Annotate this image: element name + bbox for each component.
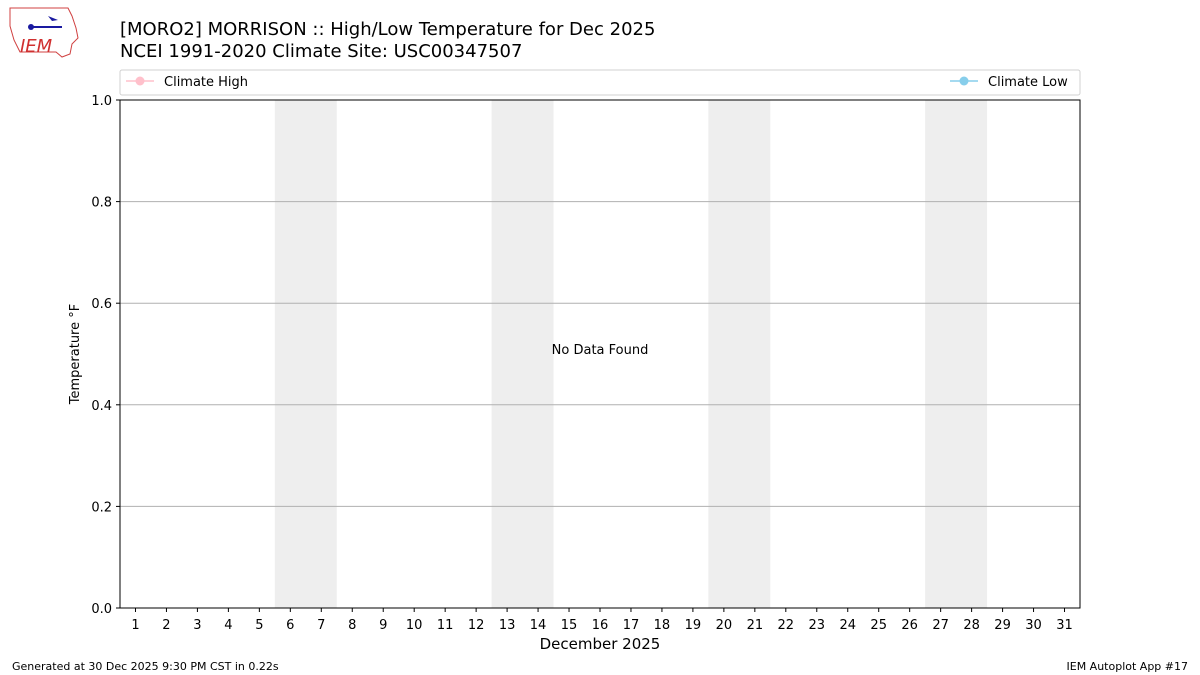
- logo-text: IEM: [20, 36, 53, 57]
- y-tick-label: 1.0: [91, 94, 112, 109]
- x-tick-label: 26: [901, 618, 918, 633]
- x-tick-label: 12: [468, 618, 485, 633]
- weekend-band: [925, 100, 988, 608]
- weekend-band: [708, 100, 771, 608]
- y-tick-label: 0.6: [91, 297, 112, 312]
- x-tick-label: 27: [932, 618, 949, 633]
- x-tick-label: 6: [286, 618, 294, 633]
- logo-outline: [9, 7, 79, 58]
- x-tick-label: 17: [623, 618, 640, 633]
- x-tick-label: 13: [499, 618, 516, 633]
- legend-box: [119, 69, 1081, 96]
- legend-label: Climate High: [164, 75, 248, 90]
- x-tick-label: 5: [255, 618, 263, 633]
- x-tick-label: 11: [437, 618, 454, 633]
- x-tick-label: 18: [654, 618, 671, 633]
- legend-swatch: [959, 76, 969, 86]
- x-tick-label: 15: [561, 618, 578, 633]
- x-tick-label: 25: [870, 618, 887, 633]
- x-tick-label: 20: [716, 618, 733, 633]
- x-axis-label: December 2025: [540, 635, 661, 653]
- x-tick-label: 29: [994, 618, 1011, 633]
- x-tick-label: 9: [379, 618, 387, 633]
- x-tick-label: 28: [963, 618, 980, 633]
- legend-label: Climate Low: [988, 75, 1068, 90]
- x-tick-label: 21: [747, 618, 764, 633]
- annotation: No Data Found: [552, 343, 649, 358]
- y-tick-label: 0.2: [91, 500, 112, 515]
- logo-icon: [28, 24, 34, 30]
- x-tick-label: 1: [131, 618, 139, 633]
- x-tick-label: 4: [224, 618, 232, 633]
- x-tick-label: 24: [839, 618, 856, 633]
- x-tick-label: 2: [162, 618, 170, 633]
- x-tick-label: 31: [1056, 618, 1073, 633]
- y-tick-label: 0.0: [91, 602, 112, 617]
- weekend-band: [491, 100, 554, 608]
- weekend-band: [274, 100, 337, 608]
- x-tick-label: 3: [193, 618, 201, 633]
- x-tick-label: 23: [809, 618, 826, 633]
- logo: IEM: [9, 7, 79, 58]
- x-tick-label: 7: [317, 618, 325, 633]
- y-tick-label: 0.8: [91, 196, 112, 211]
- x-tick-label: 14: [530, 618, 547, 633]
- y-tick-label: 0.4: [91, 399, 112, 414]
- x-tick-label: 16: [592, 618, 609, 633]
- legend-swatch: [135, 76, 145, 86]
- x-tick-label: 22: [778, 618, 795, 633]
- chart-title: [MORO2] MORRISON :: High/Low Temperature…: [120, 19, 655, 40]
- plot-frame: [119, 99, 1081, 609]
- logo-icon: [48, 16, 58, 21]
- chart-subtitle: NCEI 1991-2020 Climate Site: USC00347507: [120, 41, 522, 62]
- x-tick-label: 8: [348, 618, 356, 633]
- x-tick-label: 19: [685, 618, 702, 633]
- x-tick-label: 30: [1025, 618, 1042, 633]
- y-axis-label: Temperature °F: [68, 304, 83, 405]
- x-tick-label: 10: [406, 618, 423, 633]
- footer-left: Generated at 30 Dec 2025 9:30 PM CST in …: [12, 660, 279, 673]
- footer-right: IEM Autoplot App #17: [1067, 660, 1189, 673]
